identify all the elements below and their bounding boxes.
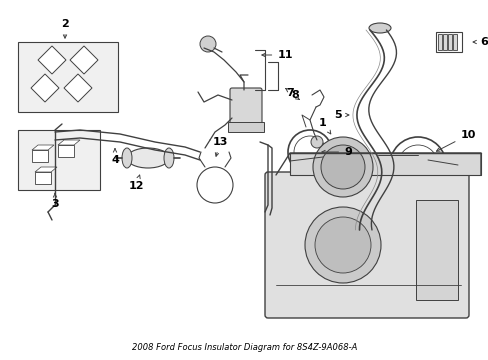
Text: 2: 2 — [61, 19, 69, 38]
Text: 3: 3 — [51, 193, 59, 209]
Polygon shape — [32, 145, 54, 150]
Text: 6: 6 — [472, 37, 487, 47]
Polygon shape — [58, 145, 74, 157]
Circle shape — [200, 36, 216, 52]
Bar — [437, 34, 441, 50]
Text: 8: 8 — [285, 89, 298, 100]
Text: 13: 13 — [212, 137, 227, 156]
Text: 1: 1 — [319, 118, 330, 134]
FancyBboxPatch shape — [264, 172, 468, 318]
Polygon shape — [32, 150, 48, 162]
Circle shape — [312, 137, 372, 197]
Circle shape — [305, 207, 380, 283]
Polygon shape — [35, 172, 51, 184]
Polygon shape — [70, 46, 98, 74]
Polygon shape — [58, 140, 80, 145]
Polygon shape — [31, 74, 59, 102]
Bar — [227, 122, 264, 132]
FancyBboxPatch shape — [289, 153, 480, 175]
Text: 4: 4 — [111, 149, 119, 165]
Polygon shape — [38, 46, 66, 74]
Bar — [452, 34, 456, 50]
Text: 9: 9 — [321, 147, 351, 157]
Bar — [442, 34, 446, 50]
Text: 7: 7 — [285, 88, 299, 99]
FancyBboxPatch shape — [229, 88, 262, 124]
Text: 11: 11 — [262, 50, 292, 60]
Text: 2008 Ford Focus Insulator Diagram for 8S4Z-9A068-A: 2008 Ford Focus Insulator Diagram for 8S… — [132, 343, 356, 352]
Bar — [447, 34, 451, 50]
Ellipse shape — [127, 148, 169, 168]
Bar — [18, 130, 100, 190]
Ellipse shape — [122, 148, 132, 168]
Circle shape — [320, 145, 364, 189]
Circle shape — [314, 217, 370, 273]
Ellipse shape — [163, 148, 174, 168]
Bar — [18, 42, 118, 112]
Bar — [415, 200, 457, 300]
Ellipse shape — [368, 23, 390, 33]
Text: 5: 5 — [333, 110, 348, 120]
Polygon shape — [35, 167, 57, 172]
Circle shape — [310, 136, 323, 148]
Text: 12: 12 — [128, 175, 143, 191]
Polygon shape — [64, 74, 92, 102]
Text: 10: 10 — [436, 130, 475, 151]
Bar — [435, 32, 461, 52]
